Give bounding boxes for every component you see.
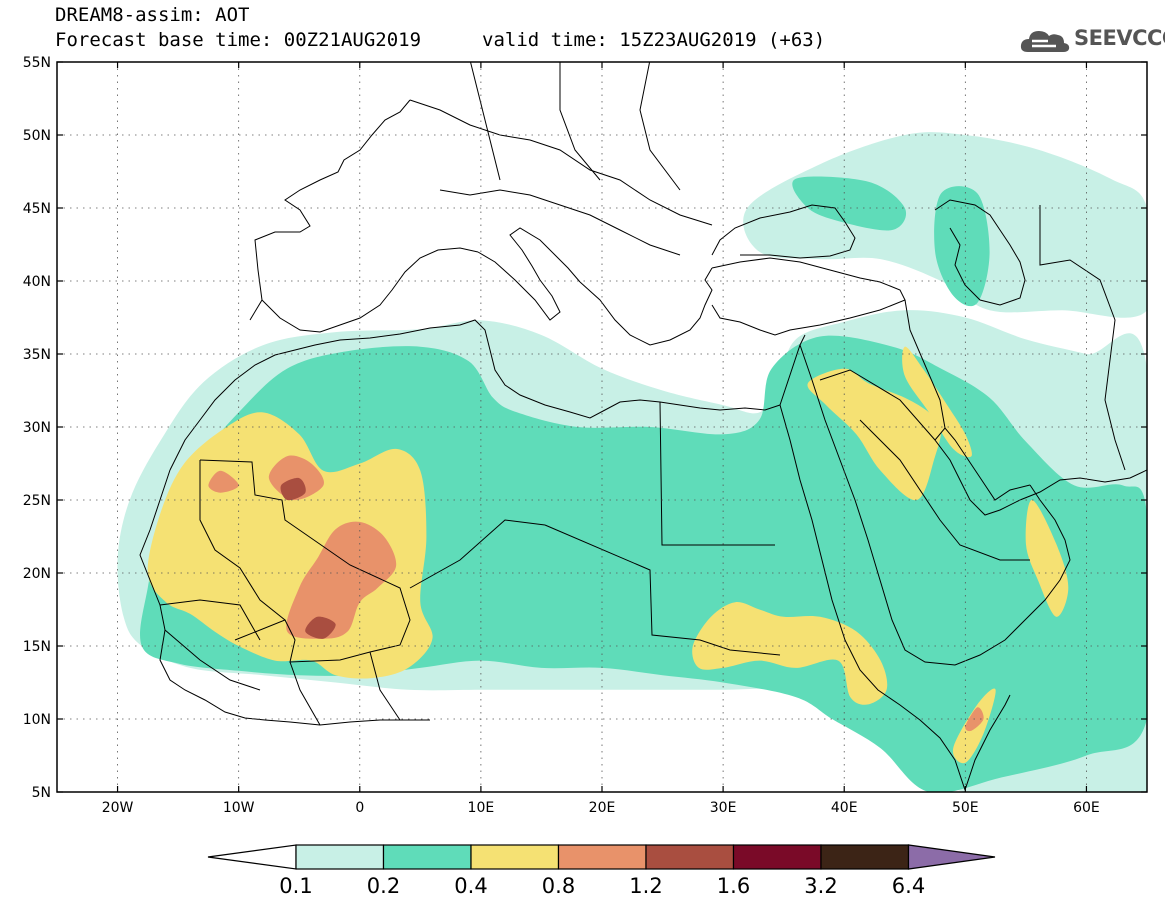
colorbar-label: 0.2 xyxy=(367,874,400,898)
border-sahara-2 xyxy=(199,460,286,641)
chart-title: DREAM8-assim: AOT xyxy=(55,4,250,26)
coastlines-and-borders xyxy=(139,62,1147,791)
dust-region-caspian-green xyxy=(934,186,990,307)
border-sahara-1 xyxy=(199,459,411,663)
lat-tick-label: 10N xyxy=(23,712,51,728)
coastline-iberia xyxy=(261,247,479,333)
colorbar-label: 3.2 xyxy=(804,874,837,898)
lat-tick-label: 5N xyxy=(32,785,51,801)
lat-tick-label: 20N xyxy=(23,566,51,582)
coastline-west-africa xyxy=(139,469,430,726)
border-europe-2 xyxy=(439,189,681,256)
border-niger xyxy=(409,519,546,589)
colorbar-bin-3.2-6.4 xyxy=(820,844,910,870)
coastline-red-sea-east xyxy=(799,344,1071,666)
lon-tick-label: 10E xyxy=(468,800,495,816)
border-chad-sudan xyxy=(544,524,781,656)
colorbar-label: 0.4 xyxy=(454,874,487,898)
lon-tick-label: 20W xyxy=(102,800,134,816)
colorbar-label: 0.1 xyxy=(279,874,312,898)
colorbar-label: 1.6 xyxy=(717,874,750,898)
colorbar-label: 1.2 xyxy=(629,874,662,898)
lon-tick-label: 0 xyxy=(355,800,364,816)
lat-tick-label: 45N xyxy=(23,201,51,217)
lat-tick-label: 55N xyxy=(23,55,51,71)
coastline-somalia xyxy=(964,694,1011,791)
coastline-north-africa xyxy=(169,319,781,471)
coastline-gulf xyxy=(934,427,1147,516)
dust-region-mali-orange xyxy=(286,521,397,639)
valid-time: valid time: 15Z23AUG2019 (+63) xyxy=(482,29,826,51)
colorbar-over-arrow xyxy=(907,844,996,870)
coastline-balkans xyxy=(579,267,713,346)
colorbar-label: 0.8 xyxy=(542,874,575,898)
coastline-black-sea xyxy=(711,204,856,259)
lat-tick-label: 35N xyxy=(23,347,51,363)
dust-region-zagros-yellow xyxy=(902,346,972,458)
coastline-red-sea-west xyxy=(779,404,966,791)
lon-tick-label: 50E xyxy=(952,800,979,816)
dust-region-mauritania-orange xyxy=(208,470,239,493)
seevccc-logo: SEEVCCC xyxy=(1018,24,1165,56)
colorbar-bin-1.2-1.6 xyxy=(645,844,735,870)
lon-tick-label: 30E xyxy=(710,800,737,816)
dust-aot-field xyxy=(117,132,1147,792)
forecast-base-time: Forecast base time: 00Z21AUG2019 xyxy=(55,29,422,51)
lon-tick-label: 10W xyxy=(223,800,255,816)
border-saudi xyxy=(819,369,1030,561)
lat-tick-label: 25N xyxy=(23,493,51,509)
coastline-europe-west xyxy=(249,99,411,321)
lat-tick-label: 40N xyxy=(23,274,51,290)
lon-tick-label: 60E xyxy=(1073,800,1100,816)
border-libya-egypt xyxy=(659,401,775,546)
colorbar-bin-0.8-1.2 xyxy=(557,844,647,870)
colorbar-bin-0.2-0.4 xyxy=(382,844,472,870)
lat-tick-label: 15N xyxy=(23,639,51,655)
dust-region-algeria-core xyxy=(280,477,306,501)
coastline-anatolia xyxy=(711,257,906,336)
colorbar-bin-0.4-0.8 xyxy=(470,844,560,870)
border-west-africa xyxy=(159,599,401,726)
dust-region-mali-core xyxy=(305,616,336,639)
dust-region-black-sea-green xyxy=(792,176,907,231)
dust-region-sudan-yellow xyxy=(692,602,888,705)
lon-tick-label: 20E xyxy=(589,800,616,816)
border-europe-3 xyxy=(469,62,681,191)
coastline-italy xyxy=(477,227,581,321)
border-europe-1 xyxy=(409,99,713,226)
map-axes: 55N 50N 45N 40N 35N 30N 25N 20N 15N 10N 5N 20W 10W 0 1… xyxy=(23,55,1147,816)
lat-tick-label: 30N xyxy=(23,420,51,436)
logo-text: SEEVCCC xyxy=(1074,26,1165,50)
colorbar-bin-0.1-0.2 xyxy=(295,844,385,870)
lon-tick-label: 40E xyxy=(831,800,858,816)
colorbar: 0.1 0.2 0.4 0.8 1.2 1.6 3.2 6.4 xyxy=(207,844,996,898)
colorbar-label: 6.4 xyxy=(892,874,925,898)
cloud-icon xyxy=(1020,31,1070,52)
dust-region-oman-yellow xyxy=(1025,500,1069,617)
border-iran xyxy=(904,205,1126,471)
lat-tick-label: 50N xyxy=(23,128,51,144)
colorbar-under-arrow xyxy=(207,844,297,870)
colorbar-bin-1.6-3.2 xyxy=(732,844,822,870)
coastline-levant xyxy=(779,334,806,406)
lat-lon-grid xyxy=(57,62,1147,792)
